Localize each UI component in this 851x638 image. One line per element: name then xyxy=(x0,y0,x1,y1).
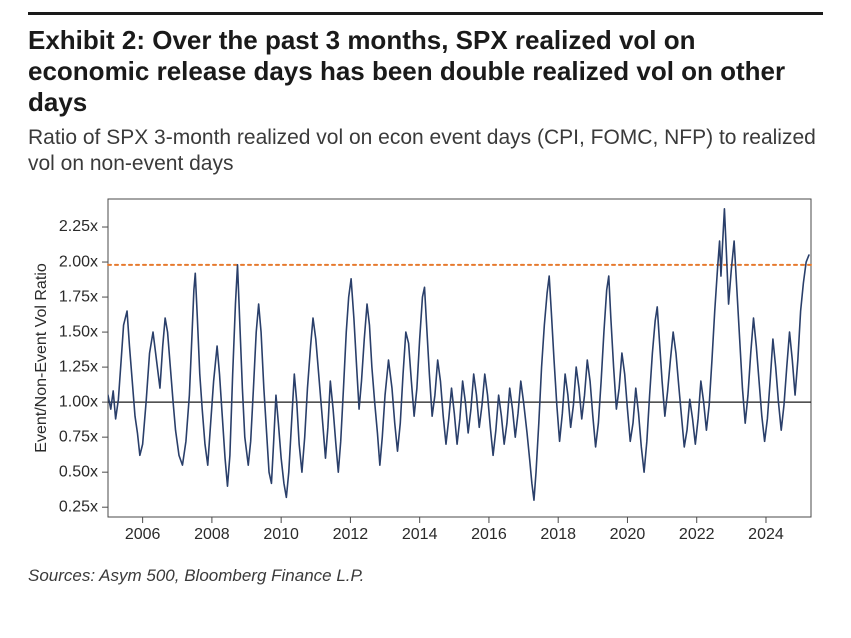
chart: 0.25x 0.50x 0.75x 1.00x 1.25x 1.50x 1.75x 2.00x… xyxy=(28,185,823,560)
exhibit-title: Exhibit 2: Over the past 3 months, SPX r… xyxy=(28,25,823,119)
svg-text:0.50x: 0.50x xyxy=(59,463,98,480)
svg-text:2006: 2006 xyxy=(125,526,161,543)
svg-text:2018: 2018 xyxy=(540,526,576,543)
svg-text:0.75x: 0.75x xyxy=(59,428,98,445)
svg-text:Event/Non-Event Vol Ratio: Event/Non-Event Vol Ratio xyxy=(33,263,50,453)
svg-text:2008: 2008 xyxy=(194,526,230,543)
svg-text:1.50x: 1.50x xyxy=(59,323,98,340)
svg-text:1.25x: 1.25x xyxy=(59,358,98,375)
svg-text:1.00x: 1.00x xyxy=(59,393,98,410)
svg-text:2022: 2022 xyxy=(679,526,715,543)
svg-text:2024: 2024 xyxy=(748,526,784,543)
svg-text:2012: 2012 xyxy=(333,526,369,543)
top-rule xyxy=(28,12,823,15)
svg-text:2016: 2016 xyxy=(471,526,507,543)
exhibit-container: Exhibit 2: Over the past 3 months, SPX r… xyxy=(0,0,851,638)
svg-text:2020: 2020 xyxy=(610,526,646,543)
exhibit-subtitle: Ratio of SPX 3-month realized vol on eco… xyxy=(28,125,823,178)
sources-text: Sources: Asym 500, Bloomberg Finance L.P… xyxy=(28,566,823,586)
svg-text:2.00x: 2.00x xyxy=(59,253,98,270)
svg-text:2010: 2010 xyxy=(263,526,299,543)
svg-text:1.75x: 1.75x xyxy=(59,288,98,305)
svg-text:2014: 2014 xyxy=(402,526,438,543)
svg-text:2.25x: 2.25x xyxy=(59,218,98,235)
chart-svg: 0.25x 0.50x 0.75x 1.00x 1.25x 1.50x 1.75x 2.00x… xyxy=(28,185,823,555)
svg-text:0.25x: 0.25x xyxy=(59,498,98,515)
